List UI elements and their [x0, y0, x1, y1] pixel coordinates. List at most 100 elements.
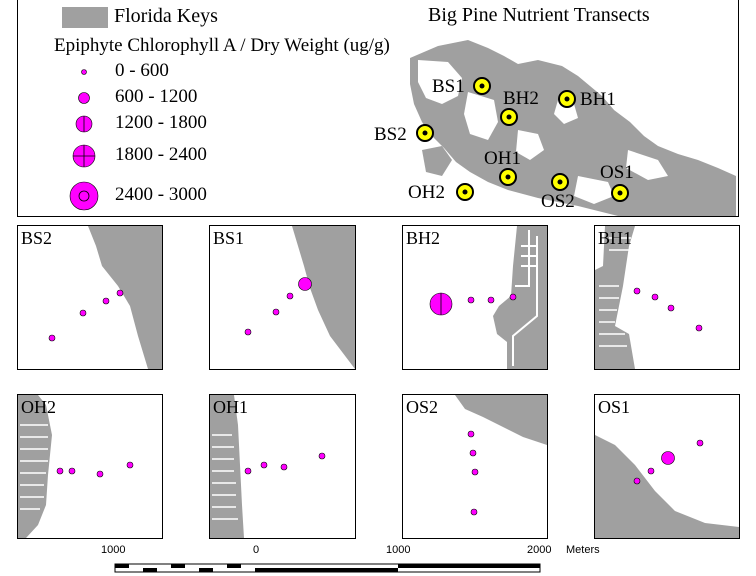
panel-os2-label: OS2 — [406, 397, 439, 417]
panel-bs2: BS2 — [17, 225, 163, 370]
legend-symbol-3 — [75, 115, 93, 133]
legend-class-1: 0 - 600 — [115, 60, 169, 81]
site-marker-bs1 — [473, 77, 491, 95]
transect-point — [116, 289, 124, 297]
scale-tick-0: 0 — [253, 544, 260, 556]
transect-point — [633, 287, 641, 295]
panel-os2-map — [455, 395, 547, 516]
site-label-oh1: OH1 — [484, 148, 521, 169]
legend-symbol-5 — [69, 181, 99, 211]
panel-oh2-points — [56, 461, 134, 478]
transect-point — [244, 467, 252, 475]
panel-bh1-label: BH1 — [598, 228, 633, 248]
scale-tick-1000: 1000 — [386, 544, 411, 556]
transect-point — [102, 297, 110, 305]
transect-point — [298, 277, 312, 291]
panel-os1: OS1 — [594, 394, 740, 539]
legend-keys-label: Florida Keys — [114, 5, 218, 27]
transect-point — [318, 452, 326, 460]
transect-point — [68, 467, 76, 475]
panel-oh2-map — [18, 395, 134, 538]
transect-point — [695, 324, 703, 332]
panel-oh1-map — [210, 395, 326, 538]
transect-point — [48, 334, 56, 342]
site-marker-oh1 — [499, 168, 517, 186]
legend-chl-title: Epiphyte Chlorophyll A / Dry Weight (ug/… — [54, 35, 390, 56]
panel-bh2-label: BH2 — [406, 228, 441, 248]
legend-class-5: 2400 - 3000 — [115, 184, 207, 205]
transect-point — [467, 296, 475, 304]
panel-bh1-points — [633, 287, 703, 332]
panel-oh1-points — [244, 452, 326, 475]
site-marker-bh1 — [558, 90, 576, 108]
transect-point — [244, 328, 252, 336]
transect-point — [56, 467, 64, 475]
scale-bar: 1000 0 1000 2000 Meters — [0, 540, 756, 576]
transect-point — [471, 468, 479, 476]
panel-bs1-label: BS1 — [213, 228, 245, 248]
panel-bs1-map — [244, 226, 355, 369]
panel-oh1-label: OH1 — [213, 397, 248, 417]
scale-tick-1000-left: 1000 — [101, 544, 126, 556]
legend-class-3: 1200 - 1800 — [115, 112, 207, 133]
site-label-os2: OS2 — [541, 191, 575, 212]
transect-point — [667, 304, 675, 312]
transect-point — [79, 309, 87, 317]
panel-bh2-points — [429, 292, 517, 316]
panel-bh2-map — [429, 226, 547, 369]
panel-oh2: OH2 — [17, 394, 163, 539]
legend-symbol-2 — [78, 92, 90, 104]
transect-point — [509, 293, 517, 301]
transect-point — [467, 430, 475, 438]
panel-bs2-points — [48, 289, 124, 342]
panel-os2: OS2 — [402, 394, 548, 539]
panel-bh1: BH1 — [594, 225, 740, 370]
site-label-oh2: OH2 — [408, 182, 445, 203]
site-label-os1: OS1 — [600, 162, 634, 183]
transect-point — [260, 461, 268, 469]
transect-point — [661, 451, 675, 465]
legend-symbol-4 — [72, 144, 96, 168]
site-label-bs2: BS2 — [374, 124, 407, 145]
transect-point — [470, 508, 478, 516]
overview-panel: Florida Keys Epiphyte Chlorophyll A / Dr… — [17, 0, 739, 217]
transect-point — [126, 461, 134, 469]
panel-os1-map — [595, 435, 739, 538]
transect-point — [280, 463, 288, 471]
site-marker-oh2 — [456, 183, 474, 201]
panel-bh2: BH2 — [402, 225, 548, 370]
site-marker-os2 — [551, 173, 569, 191]
scale-units: Meters — [566, 544, 600, 556]
legend-symbols — [69, 69, 99, 211]
map-title: Big Pine Nutrient Transects — [428, 4, 650, 26]
transect-point — [651, 293, 659, 301]
panel-bs2-map — [48, 226, 162, 369]
site-label-bh2: BH2 — [503, 88, 539, 109]
site-marker-bh2 — [500, 108, 518, 126]
panel-oh1: OH1 — [209, 394, 356, 539]
overview-land — [410, 40, 736, 216]
transect-point — [286, 292, 294, 300]
transect-point — [96, 470, 104, 478]
panel-os1-points — [633, 439, 704, 485]
panel-bs2-label: BS2 — [21, 228, 53, 248]
panel-os2-points — [467, 430, 479, 516]
site-marker-bs2 — [416, 124, 434, 142]
transect-point — [469, 449, 477, 457]
transect-point — [696, 439, 704, 447]
overview-site-markers — [416, 77, 629, 202]
overview-map — [62, 7, 736, 216]
panel-bh1-map — [595, 226, 703, 369]
panel-oh2-label: OH2 — [21, 397, 56, 417]
legend-class-2: 600 - 1200 — [115, 86, 198, 107]
transect-point — [487, 296, 495, 304]
scale-tick-2000: 2000 — [527, 544, 552, 556]
transect-point — [633, 477, 641, 485]
legend-symbol-1 — [81, 69, 87, 75]
legend-land-swatch — [62, 7, 108, 28]
site-marker-os1 — [611, 184, 629, 202]
site-label-bh1: BH1 — [580, 89, 616, 110]
legend-class-4: 1800 - 2400 — [115, 144, 207, 165]
panel-bs1: BS1 — [209, 225, 356, 370]
panel-bs1-points — [244, 277, 312, 336]
